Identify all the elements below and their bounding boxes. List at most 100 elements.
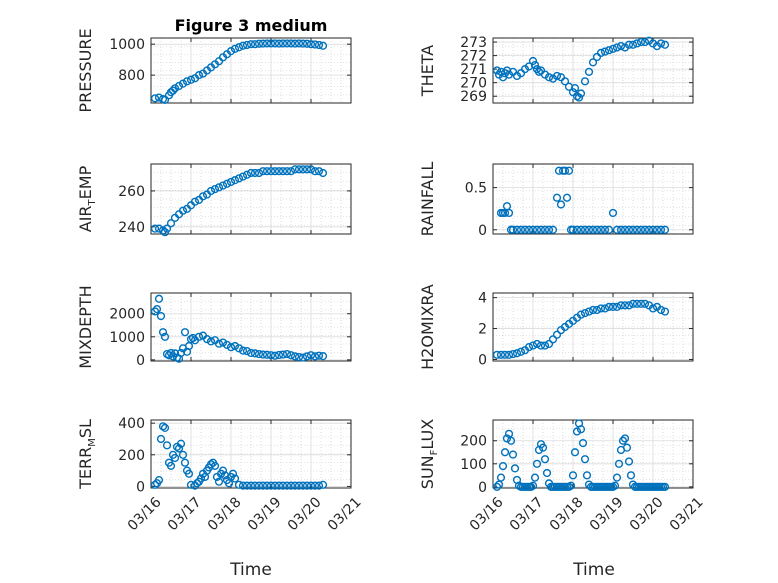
data-point [306, 40, 316, 49]
data-point [544, 339, 554, 349]
data-point [210, 185, 220, 194]
data-point [218, 181, 228, 190]
data-point [194, 71, 204, 80]
data-point [584, 67, 594, 76]
data-point [246, 40, 256, 49]
data-point [528, 225, 538, 234]
data-point [492, 482, 502, 491]
data-point [282, 481, 292, 490]
y-axis-label: H2OMIXRA [418, 284, 437, 370]
data-point [624, 40, 634, 49]
data-point [262, 39, 272, 48]
data-point [656, 39, 666, 48]
data-point [294, 39, 304, 48]
minor-grid [151, 420, 351, 488]
data-point [156, 434, 166, 444]
data-point [214, 339, 224, 348]
data-point [258, 39, 268, 48]
data-point [298, 165, 308, 174]
data-point [636, 225, 646, 234]
data-point [226, 47, 236, 56]
data-point [620, 301, 630, 310]
data-point [502, 434, 512, 443]
data-point [640, 299, 650, 308]
major-grid [492, 38, 694, 103]
data-point [496, 473, 506, 482]
data-point [290, 39, 300, 48]
data-point [294, 481, 304, 490]
data-point [298, 481, 308, 490]
data-point [262, 481, 272, 490]
data-point [282, 167, 292, 176]
y-tick-label: 0 [478, 480, 487, 496]
data-point [604, 46, 614, 55]
data-point [180, 458, 190, 467]
data-point [278, 167, 288, 176]
data-point [584, 225, 594, 234]
y-axis-label: MIXDEPTH [76, 285, 95, 368]
data-point [508, 349, 518, 359]
data-point [254, 481, 264, 490]
data-point [648, 304, 658, 313]
data-point [580, 77, 590, 86]
data-point [614, 459, 624, 468]
data-point [548, 335, 558, 344]
data-point [318, 41, 328, 50]
data-point [262, 350, 272, 359]
data-point [184, 469, 194, 478]
data-point [632, 299, 642, 308]
data-point [596, 225, 606, 234]
data-point [504, 350, 514, 359]
data-point [612, 302, 622, 312]
data-point [274, 481, 284, 490]
data-point [548, 225, 558, 234]
data-point [166, 461, 176, 470]
data-point [266, 351, 276, 360]
x-tick-label: 03/20 [627, 494, 667, 534]
data-point [570, 84, 580, 93]
data-point [290, 481, 300, 490]
data-point [154, 294, 164, 303]
data-point [302, 481, 312, 490]
data-point [560, 166, 570, 175]
y-tick-label: 272 [460, 49, 487, 65]
data-point [174, 81, 184, 91]
y-axis-label: TERRMSL [76, 419, 98, 490]
data-point [306, 481, 316, 490]
y-tick-label: 0 [478, 352, 487, 368]
data-point [310, 352, 320, 361]
data-point [258, 350, 268, 359]
data-point [628, 299, 638, 308]
data-point [218, 338, 228, 347]
data-point [584, 307, 594, 316]
data-point [552, 71, 562, 81]
y-tick-label: 4 [478, 291, 487, 307]
subplot-terr_msl: 0 200 400 03/16 03/17 03/18 03/19 03/20 03/21 TER… [76, 416, 365, 534]
data-point [314, 481, 324, 490]
data-point [608, 208, 618, 218]
series-sun_flux [492, 419, 670, 491]
data-point [524, 225, 534, 234]
data-point [250, 481, 260, 490]
data-point [608, 302, 618, 312]
data-point [492, 66, 502, 75]
x-tick-label: 03/18 [205, 494, 245, 534]
data-point [588, 225, 598, 234]
data-point [166, 219, 176, 228]
data-point [234, 344, 244, 353]
data-point [238, 346, 248, 355]
data-point [286, 481, 296, 490]
data-point [250, 349, 260, 358]
series-h2omixra [492, 299, 670, 359]
data-point [178, 206, 188, 215]
y-axis-label: RAINFALL [418, 162, 437, 237]
data-point [246, 168, 256, 178]
data-point [572, 225, 582, 234]
data-point [294, 165, 304, 174]
data-point [238, 41, 248, 50]
data-point [170, 349, 180, 358]
data-point [206, 337, 216, 346]
data-point [604, 302, 614, 312]
data-point [620, 434, 630, 443]
data-point [270, 39, 280, 48]
